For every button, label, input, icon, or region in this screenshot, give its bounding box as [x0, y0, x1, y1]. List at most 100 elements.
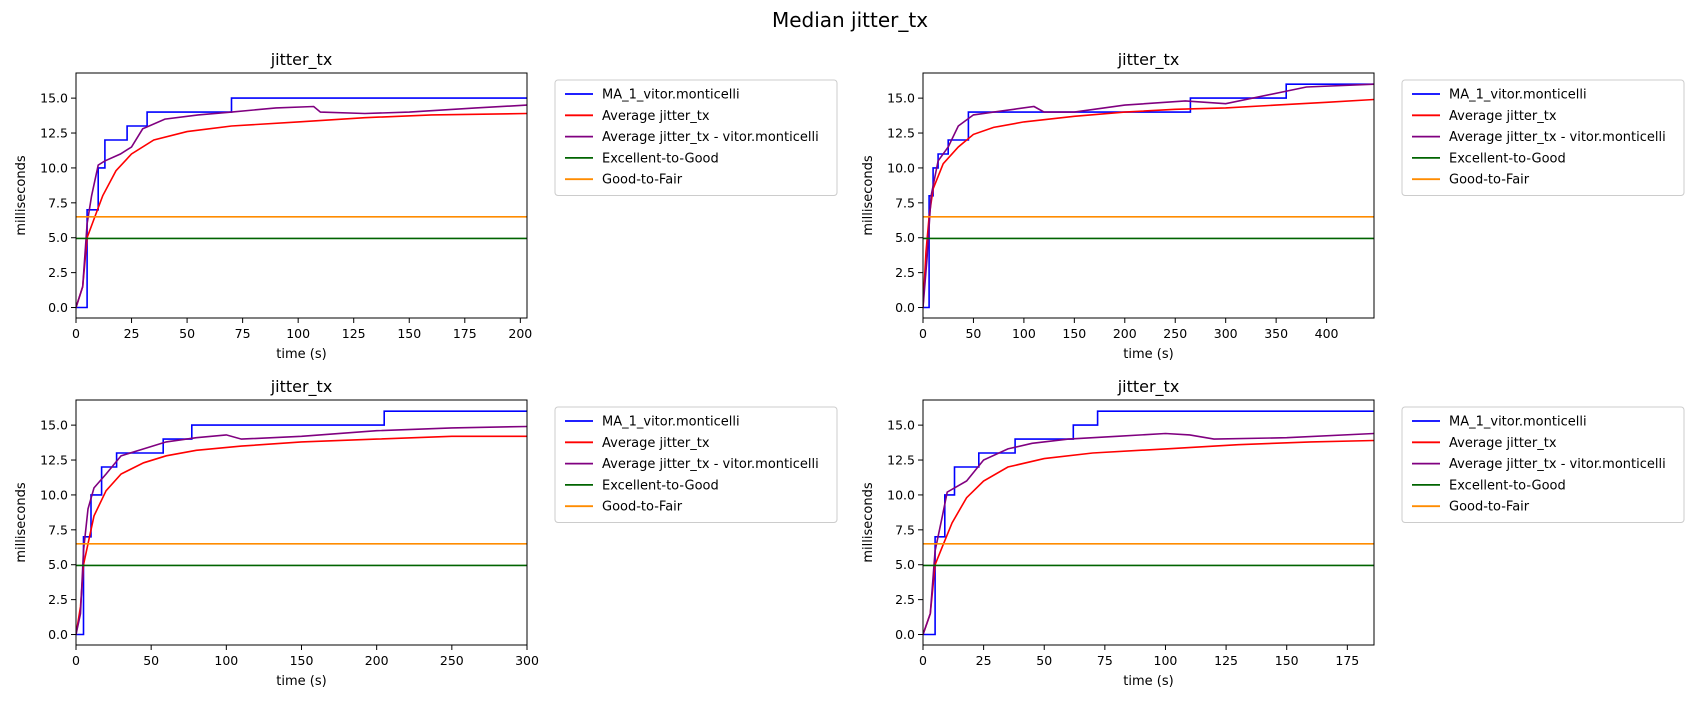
legend-entry: MA_1_vitor.monticelli [602, 415, 740, 430]
y-tick-label: 0.0 [48, 627, 68, 642]
y-tick-label: 7.5 [895, 195, 915, 210]
x-tick-label: 300 [1214, 326, 1238, 341]
legend-entry: Average jitter_tx [1449, 109, 1557, 124]
x-tick-label: 50 [965, 326, 981, 341]
x-tick-label: 100 [214, 653, 238, 668]
y-tick-label: 12.5 [887, 453, 915, 468]
series-line [923, 439, 1374, 635]
x-tick-label: 150 [290, 653, 314, 668]
series-line [923, 83, 1374, 308]
legend-entry: Average jitter_tx [602, 436, 710, 451]
x-tick-label: 25 [124, 326, 140, 341]
y-tick-label: 15.0 [887, 91, 915, 106]
x-axis-label: time (s) [1123, 674, 1173, 689]
y-tick-label: 2.5 [48, 265, 68, 280]
legend-entry: Average jitter_tx - vitor.monticelli [1449, 130, 1666, 145]
y-tick-label: 15.0 [40, 418, 68, 433]
y-tick-label: 5.0 [895, 557, 915, 572]
x-tick-label: 50 [179, 326, 195, 341]
x-tick-label: 0 [919, 326, 927, 341]
subplot-2: 0 50 100 150 200 250 300 350 400 0.0 2.5 5.0 7.5 10.0… [861, 50, 1685, 362]
x-tick-label: 400 [1315, 326, 1339, 341]
x-tick-label: 250 [440, 653, 464, 668]
x-tick-label: 100 [1154, 653, 1178, 668]
legend-entry: MA_1_vitor.monticelli [1449, 415, 1587, 430]
x-tick-label: 200 [365, 653, 389, 668]
y-tick-label: 2.5 [895, 592, 915, 607]
legend-box [1401, 79, 1685, 196]
y-tick-label: 12.5 [887, 126, 915, 141]
series-line [76, 435, 527, 635]
subplot-4: 0 25 50 75 100 125 150 175 0.0 2.5 5.0 7.5 10.0 12.5 1… [861, 377, 1685, 689]
figure-title: Median jitter_tx [771, 8, 929, 32]
x-tick-label: 300 [515, 653, 539, 668]
legend-entry: Good-to-Fair [1449, 173, 1530, 188]
series-line [76, 112, 527, 308]
x-tick-label: 25 [976, 653, 992, 668]
legend-entry: Excellent-to-Good [1449, 478, 1566, 493]
x-tick-label: 150 [397, 326, 421, 341]
x-tick-label: 0 [72, 653, 80, 668]
legend-entry: Average jitter_tx [1449, 436, 1557, 451]
x-tick-label: 250 [1163, 326, 1187, 341]
y-tick-label: 7.5 [48, 195, 68, 210]
y-tick-label: 15.0 [887, 418, 915, 433]
y-tick-label: 15.0 [40, 91, 68, 106]
x-tick-label: 50 [143, 653, 159, 668]
x-tick-label: 150 [1275, 653, 1299, 668]
subplot-title: jitter_tx [1117, 50, 1180, 70]
y-axis-label: milliseconds [14, 482, 29, 562]
subplot-title: jitter_tx [1117, 377, 1180, 397]
legend-entry: Good-to-Fair [602, 173, 683, 188]
axes-frame [922, 72, 1375, 319]
y-axis-label: milliseconds [861, 482, 876, 562]
x-tick-label: 150 [1062, 326, 1086, 341]
x-tick-label: 350 [1264, 326, 1288, 341]
legend-box [554, 406, 838, 523]
y-tick-label: 5.0 [895, 230, 915, 245]
y-tick-label: 0.0 [895, 627, 915, 642]
legend-box [554, 79, 838, 196]
x-tick-label: 75 [235, 326, 251, 341]
y-tick-label: 5.0 [48, 230, 68, 245]
subplot-title: jitter_tx [270, 50, 333, 70]
x-tick-label: 100 [1012, 326, 1036, 341]
series-group [923, 410, 1374, 636]
y-tick-label: 12.5 [40, 126, 68, 141]
y-tick-label: 2.5 [895, 265, 915, 280]
series-group [923, 83, 1374, 309]
legend-entry: Average jitter_tx - vitor.monticelli [602, 457, 819, 472]
x-axis-label: time (s) [276, 674, 326, 689]
series-line [76, 410, 527, 636]
y-tick-label: 10.0 [887, 487, 915, 502]
legend-box [1401, 406, 1685, 523]
y-tick-label: 5.0 [48, 557, 68, 572]
x-tick-label: 50 [1036, 653, 1052, 668]
legend-entry: Excellent-to-Good [1449, 151, 1566, 166]
x-tick-label: 0 [919, 653, 927, 668]
x-axis-label: time (s) [1123, 347, 1173, 362]
series-line [76, 425, 527, 635]
y-tick-label: 10.0 [887, 160, 915, 175]
legend-entry: MA_1_vitor.monticelli [602, 88, 740, 103]
legend-entry: Excellent-to-Good [602, 151, 719, 166]
series-line [923, 432, 1374, 635]
axes-frame [922, 399, 1375, 646]
series-group [76, 97, 527, 309]
legend: MA_1_vitor.monticelli Average jitter_tx Av… [554, 406, 838, 523]
series-line [76, 104, 527, 308]
x-tick-label: 125 [342, 326, 366, 341]
legend-entry: Average jitter_tx - vitor.monticelli [602, 130, 819, 145]
x-axis-label: time (s) [276, 347, 326, 362]
y-tick-label: 2.5 [48, 592, 68, 607]
x-tick-label: 100 [286, 326, 310, 341]
legend-entry: Excellent-to-Good [602, 478, 719, 493]
legend: MA_1_vitor.monticelli Average jitter_tx Av… [554, 79, 838, 196]
series-line [76, 97, 527, 309]
subplot-3: 0 50 100 150 200 250 300 0.0 2.5 5.0 7.5 10.0 12.5 15… [14, 377, 838, 689]
legend-entry: Good-to-Fair [602, 500, 683, 515]
y-tick-label: 0.0 [48, 300, 68, 315]
y-tick-label: 10.0 [40, 487, 68, 502]
x-tick-label: 175 [453, 326, 477, 341]
